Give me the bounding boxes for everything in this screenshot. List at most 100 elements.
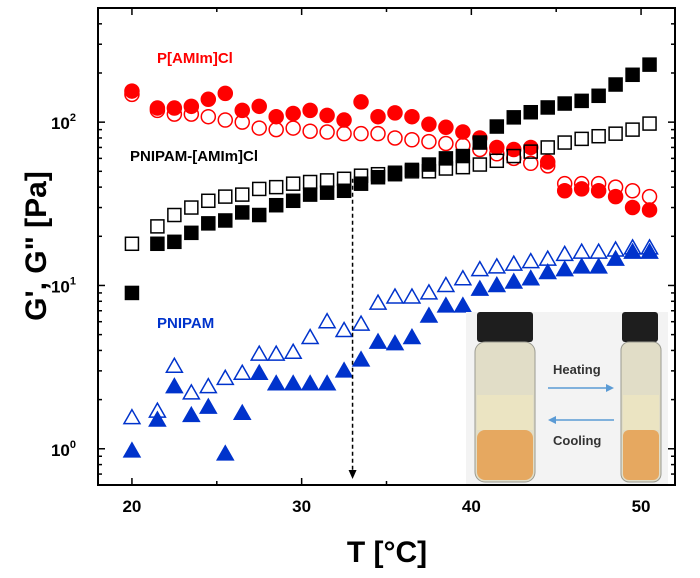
transition-arrowhead bbox=[348, 470, 357, 479]
cooling-arrowhead bbox=[548, 416, 556, 424]
data-point bbox=[317, 374, 337, 391]
vial-left-liquid bbox=[477, 430, 533, 480]
data-point bbox=[421, 133, 437, 150]
data-point bbox=[419, 283, 439, 300]
data-point bbox=[334, 320, 354, 338]
data-point bbox=[436, 275, 456, 293]
data-point bbox=[574, 131, 589, 147]
x-tick-label-50: 50 bbox=[632, 497, 651, 516]
vial-left-foam bbox=[477, 395, 533, 430]
data-point bbox=[166, 106, 183, 122]
data-point bbox=[199, 377, 218, 394]
data-point bbox=[268, 197, 284, 213]
y-tick-exponent: 1 bbox=[70, 275, 76, 287]
data-point bbox=[453, 269, 473, 286]
data-point bbox=[285, 193, 301, 209]
vial-inset: Heating Cooling bbox=[466, 312, 668, 484]
data-point bbox=[641, 188, 658, 205]
data-point bbox=[124, 285, 140, 301]
data-point bbox=[200, 91, 217, 108]
data-point bbox=[455, 159, 471, 175]
data-point bbox=[555, 260, 574, 277]
data-point bbox=[472, 157, 488, 172]
label-pnipam: PNIPAM bbox=[157, 315, 214, 332]
data-point bbox=[336, 112, 352, 128]
data-point bbox=[218, 189, 233, 204]
vial-right-foam bbox=[623, 395, 659, 430]
data-point bbox=[300, 328, 320, 345]
data-point bbox=[608, 77, 623, 92]
data-point bbox=[504, 272, 524, 289]
data-point bbox=[402, 287, 422, 304]
data-point bbox=[353, 94, 369, 110]
y-tick-labels: 100 101 102 bbox=[51, 112, 76, 460]
data-point bbox=[387, 165, 403, 180]
data-point bbox=[642, 57, 657, 72]
data-point bbox=[504, 254, 524, 271]
data-point bbox=[353, 176, 369, 191]
label-p-amim-cl: P[AMIm]Cl bbox=[157, 50, 233, 67]
y-tick-label-1: 100 bbox=[51, 439, 76, 460]
data-point bbox=[606, 240, 625, 257]
data-point bbox=[285, 176, 301, 191]
y-tick-exponent: 0 bbox=[70, 439, 76, 451]
data-point bbox=[521, 252, 541, 269]
data-point bbox=[150, 219, 165, 234]
data-point bbox=[302, 123, 318, 139]
data-point bbox=[573, 181, 590, 197]
data-point bbox=[438, 161, 454, 176]
data-point bbox=[124, 86, 140, 103]
data-point bbox=[625, 67, 640, 83]
heating-arrowhead bbox=[606, 384, 614, 392]
data-point bbox=[523, 139, 539, 156]
data-point bbox=[624, 199, 641, 216]
vial-right-cap bbox=[622, 312, 658, 342]
data-point bbox=[419, 306, 439, 323]
data-point bbox=[148, 401, 167, 418]
data-point bbox=[539, 154, 556, 170]
data-point bbox=[421, 164, 437, 179]
data-point bbox=[319, 124, 335, 140]
x-tick-label-40: 40 bbox=[462, 497, 481, 516]
data-point bbox=[182, 405, 201, 423]
data-point bbox=[640, 242, 659, 259]
data-point bbox=[624, 183, 641, 199]
data-point bbox=[184, 225, 199, 241]
data-point bbox=[523, 104, 538, 120]
data-point bbox=[336, 183, 352, 199]
data-point bbox=[234, 114, 250, 130]
data-point bbox=[387, 105, 403, 121]
data-point bbox=[387, 130, 403, 146]
data-point bbox=[521, 269, 541, 286]
data-point bbox=[607, 179, 624, 195]
data-point bbox=[251, 207, 267, 223]
data-point bbox=[300, 374, 320, 391]
label-pnipam-amim-cl: PNIPAM-[AMIm]Cl bbox=[130, 148, 258, 165]
data-point bbox=[302, 102, 318, 119]
data-point bbox=[589, 257, 608, 274]
data-point bbox=[285, 120, 301, 136]
series-3 bbox=[124, 116, 657, 252]
data-point bbox=[251, 181, 267, 197]
data-point bbox=[623, 238, 642, 255]
vial-right-liquid bbox=[623, 430, 659, 480]
data-point bbox=[302, 187, 318, 202]
data-point bbox=[167, 234, 182, 250]
data-point bbox=[351, 350, 371, 367]
series-5 bbox=[122, 238, 659, 425]
data-point bbox=[402, 328, 422, 345]
data-point bbox=[268, 108, 284, 125]
data-point bbox=[302, 174, 318, 190]
data-point bbox=[470, 279, 490, 296]
data-point bbox=[251, 98, 267, 115]
data-point bbox=[353, 168, 369, 183]
data-point bbox=[235, 205, 250, 220]
data-point bbox=[623, 242, 642, 259]
data-point bbox=[319, 173, 335, 188]
data-point bbox=[215, 444, 235, 461]
data-point bbox=[455, 124, 471, 140]
data-point bbox=[640, 238, 659, 255]
data-point bbox=[404, 108, 420, 125]
data-point bbox=[148, 410, 167, 427]
data-point bbox=[165, 377, 184, 394]
